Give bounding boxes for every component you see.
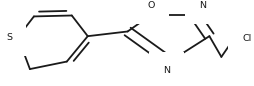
Text: N: N: [199, 1, 207, 10]
Text: Cl: Cl: [242, 34, 251, 43]
Text: S: S: [6, 33, 12, 42]
Text: N: N: [163, 66, 170, 75]
Text: O: O: [148, 1, 155, 10]
